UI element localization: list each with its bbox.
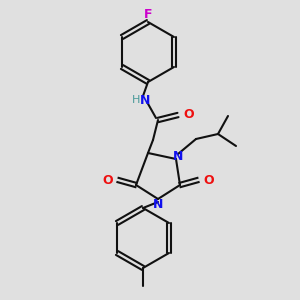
Text: O: O [183,109,194,122]
Text: H: H [132,95,140,105]
Text: O: O [203,173,214,187]
Text: N: N [173,149,183,163]
Text: F: F [144,8,152,22]
Text: N: N [153,199,163,212]
Text: N: N [140,94,150,106]
Text: O: O [102,173,113,187]
